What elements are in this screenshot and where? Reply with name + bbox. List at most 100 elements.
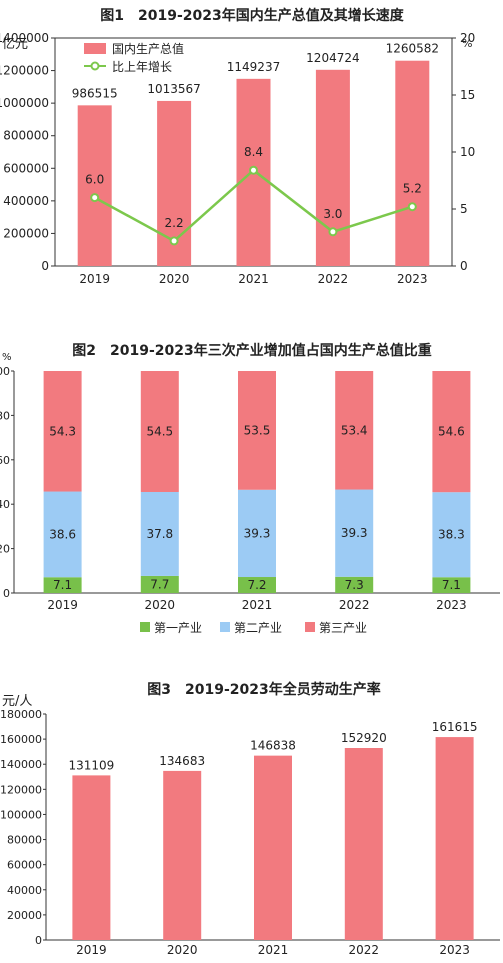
productivity-bar-label: 152920 [341, 731, 387, 745]
x-tick-label: 2023 [439, 943, 470, 957]
legend-label-growth: 比上年增长 [112, 60, 172, 74]
legend-label-secondary: 第二产业 [234, 621, 282, 635]
gdp-bar [395, 60, 430, 266]
chart-1-y-axis-label: 亿元 [2, 37, 28, 52]
productivity-bar-label: 146838 [250, 739, 296, 753]
x-tick-label: 2021 [242, 598, 273, 612]
y-tick-label: 1000000 [0, 96, 49, 110]
tertiary-segment [43, 371, 82, 492]
y2-tick-label: 10 [460, 145, 475, 159]
primary-segment-label: 7.1 [442, 578, 461, 592]
primary-segment [238, 577, 276, 593]
gdp-bar-label: 1260582 [386, 42, 439, 56]
secondary-segment [140, 491, 179, 576]
productivity-bar [72, 775, 111, 940]
secondary-segment-label: 39.3 [244, 526, 271, 540]
y-tick-label: 80 [0, 409, 10, 422]
gdp-bar-label: 1149237 [227, 60, 280, 74]
y-tick-label: 200000 [3, 226, 49, 240]
productivity-bar-label: 161615 [432, 720, 478, 734]
chart-2-y-axis-label: % [2, 352, 12, 363]
y-tick-label: 20000 [7, 909, 42, 922]
productivity-bar [254, 755, 292, 940]
y-tick-label: 60000 [7, 859, 42, 872]
secondary-segment-label: 38.3 [438, 528, 465, 542]
x-tick-label: 2022 [349, 943, 380, 957]
growth-point [407, 202, 417, 212]
y2-tick-label: 0 [460, 259, 468, 273]
productivity-bar-label: 134683 [159, 754, 205, 768]
legend-swatch-tertiary [305, 622, 315, 632]
growth-point-label: 8.4 [244, 145, 263, 159]
x-tick-label: 2022 [339, 598, 370, 612]
growth-point [328, 227, 338, 237]
tertiary-segment [140, 371, 179, 492]
gdp-bar-label: 986515 [72, 86, 118, 100]
y-tick-label: 60 [0, 454, 10, 467]
y-tick-label: 80000 [7, 834, 42, 847]
legend-label-gdp: 国内生产总值 [112, 41, 184, 56]
gdp-bar-label: 1013567 [147, 82, 200, 96]
tertiary-segment [335, 371, 374, 490]
x-tick-label: 2019 [76, 943, 107, 957]
tertiary-segment [238, 371, 276, 490]
x-tick-label: 2019 [79, 272, 110, 286]
legend-label-primary: 第一产业 [154, 621, 202, 635]
legend-label-tertiary: 第三产业 [319, 621, 367, 635]
chart-1-y2-axis-label: % [462, 37, 472, 50]
growth-point-label: 5.2 [403, 182, 422, 196]
gdp-bar [77, 105, 112, 266]
chart-3-title: 图3 2019-2023年全员劳动生产率 [147, 681, 380, 698]
y-tick-label: 180000 [0, 708, 42, 721]
secondary-segment-label: 37.8 [146, 527, 173, 541]
growth-point-label: 2.2 [165, 216, 184, 230]
chart-1-legend: 国内生产总值 比上年增长 [84, 41, 184, 74]
chart-1-title: 图1 2019-2023年国内生产总值及其增长速度 [100, 7, 404, 24]
legend-swatch-secondary [220, 622, 230, 632]
y2-tick-label: 15 [460, 88, 475, 102]
y-tick-label: 140000 [0, 758, 42, 771]
x-tick-label: 2019 [47, 598, 78, 612]
chart-2: 图2 2019-2023年三次产业增加值占国内生产总值比重 % 0 20 40 60 8… [0, 342, 500, 635]
y-tick-label: 40000 [7, 884, 42, 897]
secondary-segment [335, 489, 374, 577]
y2-tick-label: 5 [460, 202, 468, 216]
x-tick-label: 2021 [238, 272, 269, 286]
primary-segment-label: 7.7 [150, 577, 169, 591]
secondary-segment [238, 489, 276, 578]
productivity-bar [344, 748, 383, 940]
tertiary-segment-label: 54.3 [49, 424, 76, 438]
tertiary-segment-label: 53.4 [341, 423, 368, 437]
y-tick-label: 400000 [3, 194, 49, 208]
x-tick-label: 2022 [318, 272, 349, 286]
secondary-segment-label: 39.3 [341, 526, 368, 540]
y-tick-label: 800000 [3, 129, 49, 143]
secondary-segment [43, 491, 82, 578]
tertiary-segment-label: 54.6 [438, 425, 465, 439]
primary-segment-label: 7.3 [345, 578, 364, 592]
primary-segment [140, 575, 179, 593]
chart-3: 图3 2019-2023年全员劳动生产率 元/人 0 20000 40000 6000… [0, 681, 500, 957]
gdp-bar-label: 1204724 [306, 51, 359, 65]
legend-marker-growth [90, 61, 100, 71]
y-tick-label: 100000 [0, 808, 42, 821]
x-tick-label: 2023 [436, 598, 467, 612]
growth-point [169, 236, 179, 246]
growth-point [249, 165, 258, 175]
y-tick-label: 1400000 [0, 31, 49, 45]
chart-2-title: 图2 2019-2023年三次产业增加值占国内生产总值比重 [72, 342, 431, 359]
productivity-bar [435, 737, 474, 940]
primary-segment [432, 577, 471, 593]
y-tick-label: 20 [0, 543, 10, 556]
x-tick-label: 2020 [159, 272, 190, 286]
tertiary-segment-label: 54.5 [146, 424, 173, 438]
x-tick-label: 2020 [145, 598, 176, 612]
secondary-segment [432, 492, 471, 578]
primary-segment [43, 577, 82, 593]
legend-swatch-primary [140, 622, 150, 632]
y-tick-label: 0 [41, 259, 49, 273]
productivity-bar-label: 131109 [68, 758, 114, 772]
chart-1: 图1 2019-2023年国内生产总值及其增长速度 亿元 % 0 200000 40… [0, 7, 475, 286]
